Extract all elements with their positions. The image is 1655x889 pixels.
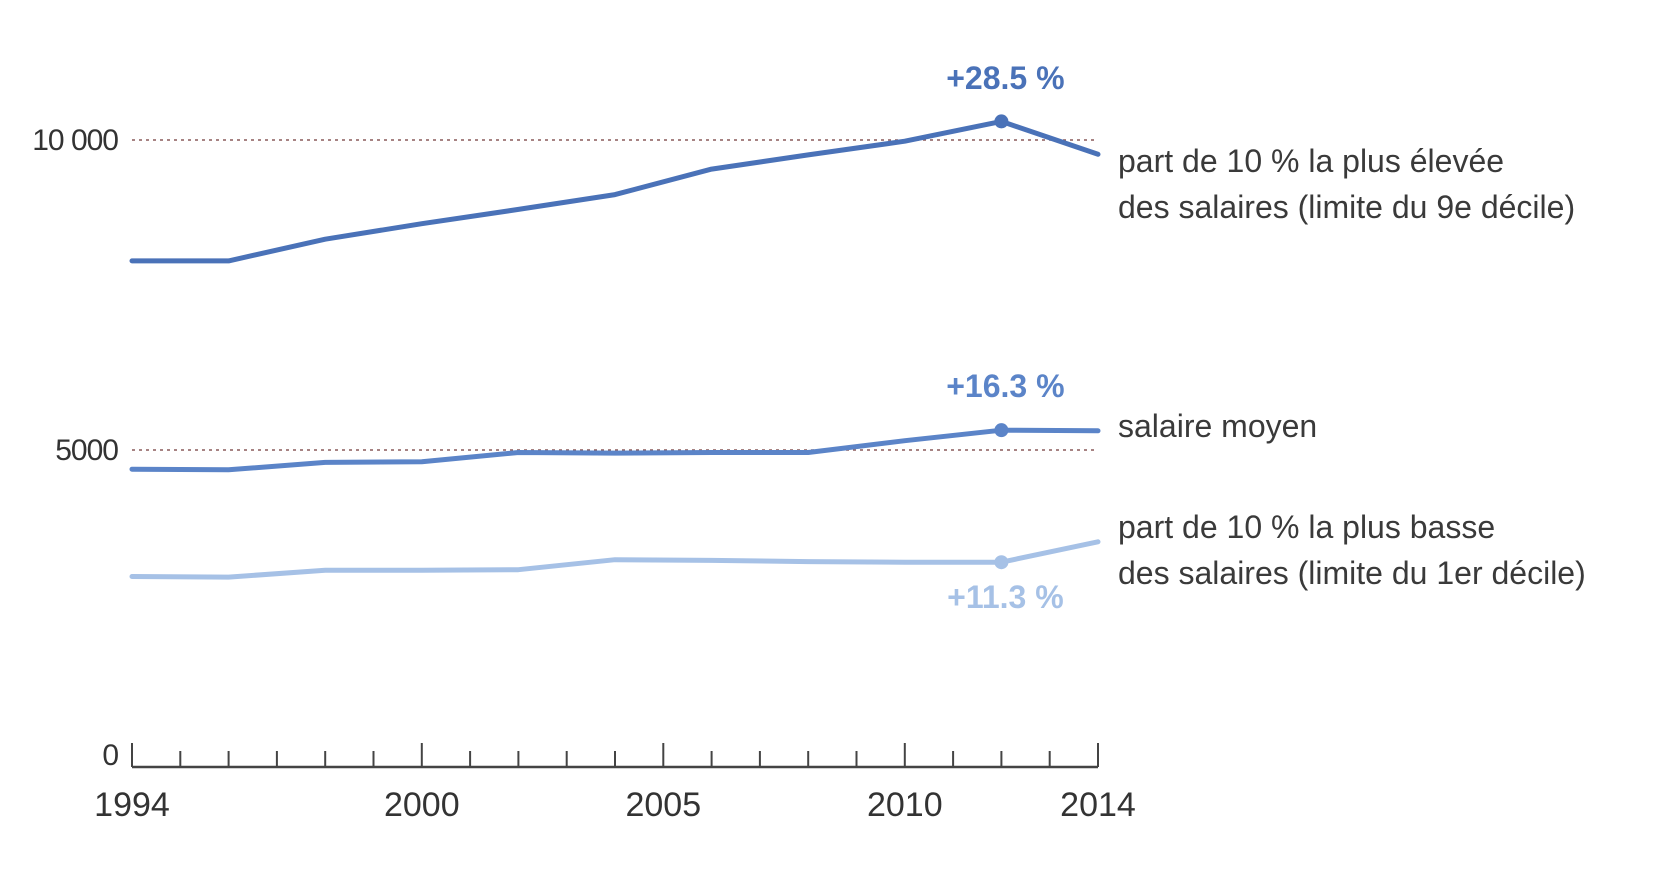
series-label-1: salaire moyen	[1118, 408, 1317, 444]
annotation-label-2: +11.3 %	[947, 579, 1064, 615]
series-line-0	[132, 121, 1098, 261]
series-marker-2	[994, 555, 1008, 569]
annotation-label-0: +28.5 %	[946, 60, 1064, 96]
series-marker-0	[994, 114, 1008, 128]
series-label-2: des salaires (limite du 1er décile)	[1118, 555, 1586, 591]
series-marker-1	[994, 423, 1008, 437]
y-tick-label: 5000	[55, 434, 118, 467]
x-tick-label: 2005	[625, 786, 701, 824]
y-tick-label: 0	[102, 739, 118, 772]
x-tick-label: 2000	[384, 786, 460, 824]
series-line-2	[132, 542, 1098, 577]
x-tick-label: 2010	[867, 786, 943, 824]
x-tick-label: 2014	[1060, 786, 1136, 824]
series-label-2: part de 10 % la plus basse	[1118, 509, 1495, 545]
annotation-label-1: +16.3 %	[946, 368, 1064, 404]
y-tick-label: 10 000	[32, 124, 118, 157]
series-label-0: part de 10 % la plus élevée	[1118, 143, 1504, 179]
x-tick-label: 1994	[94, 786, 170, 824]
series-label-0: des salaires (limite du 9e décile)	[1118, 189, 1575, 225]
